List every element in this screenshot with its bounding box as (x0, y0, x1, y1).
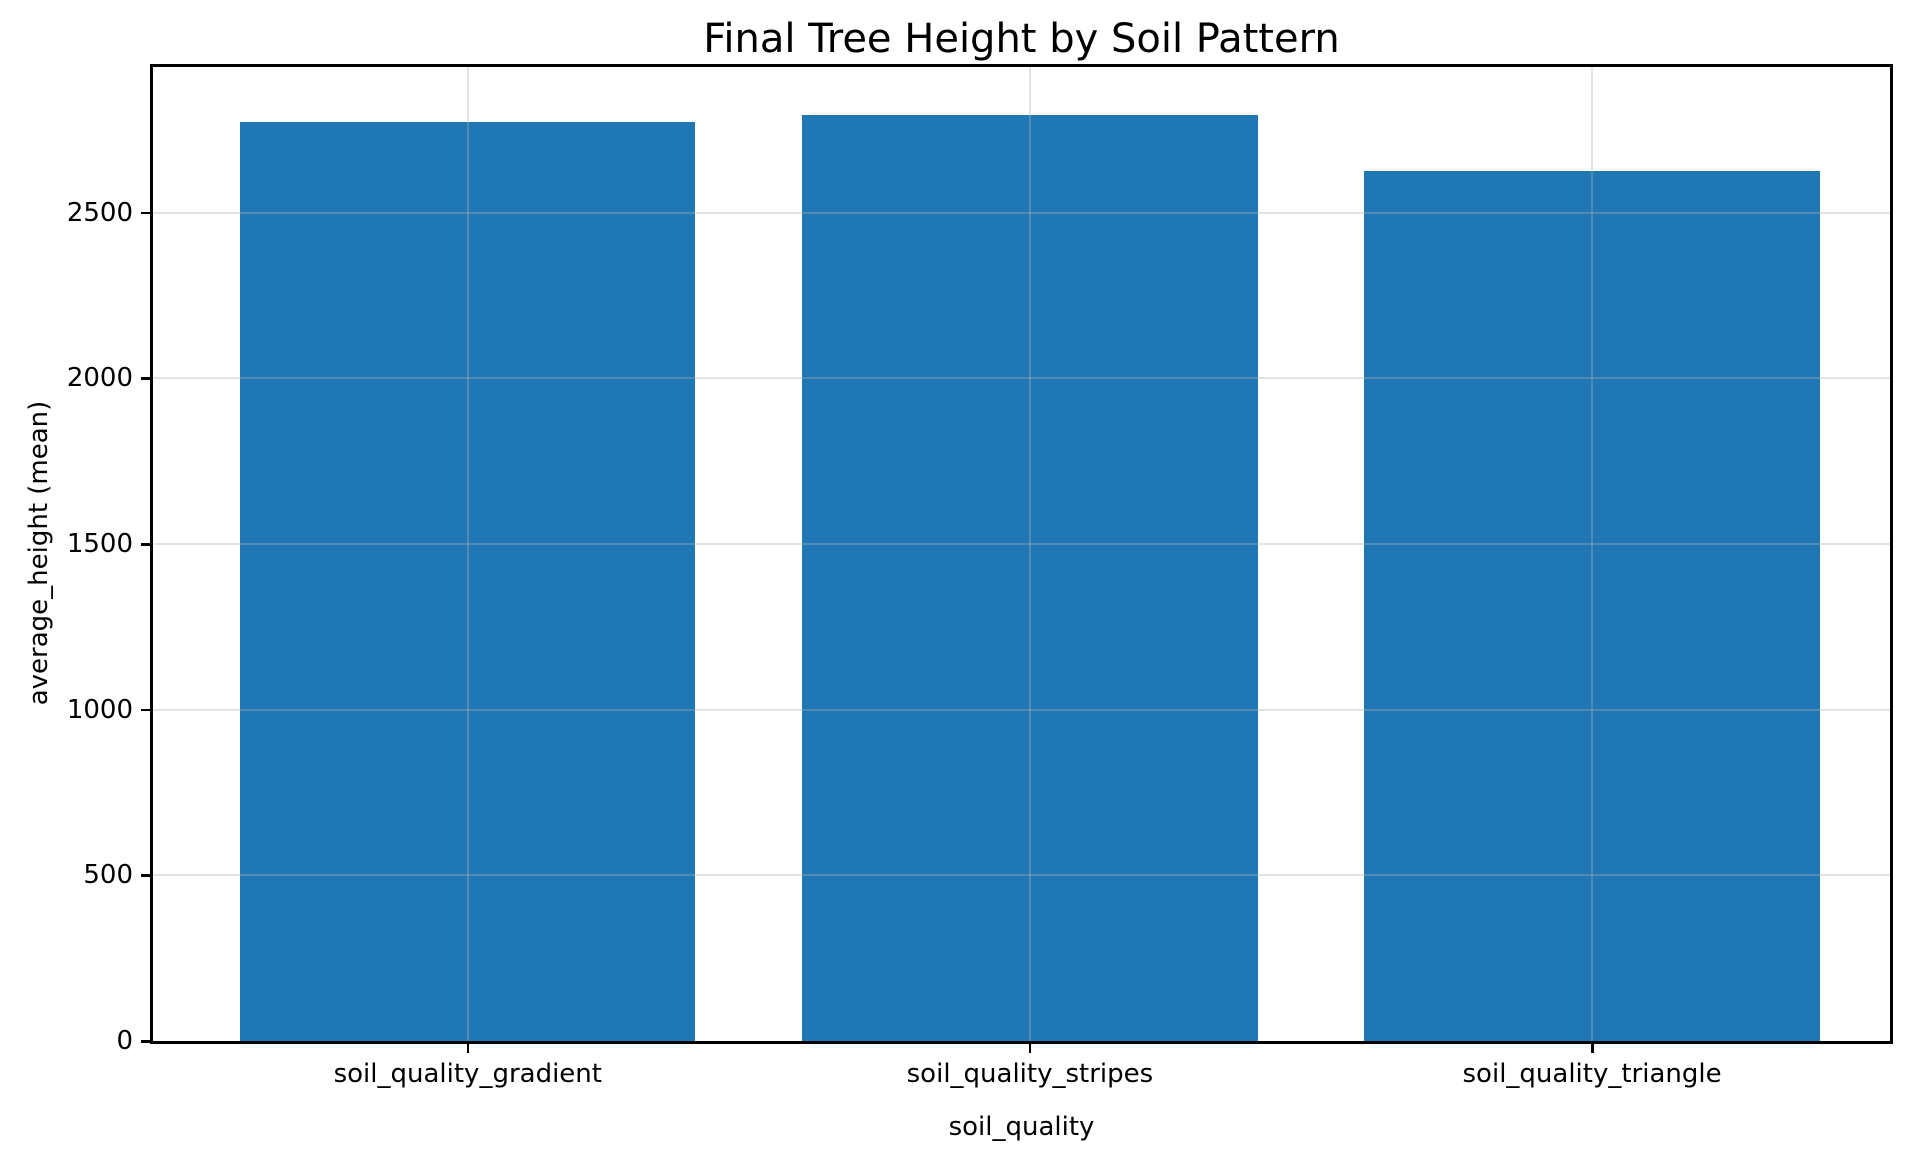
bar-soil_quality_stripes (802, 115, 1258, 1041)
gridline-h-2500 (153, 211, 1890, 214)
bar-soil_quality_triangle (1364, 171, 1820, 1041)
x-tick-mark (1591, 1044, 1594, 1053)
y-tick-mark (141, 1040, 150, 1043)
gridline-v-soil_quality_gradient (466, 67, 469, 1041)
y-tick-mark (141, 211, 150, 215)
y-tick-label: 1500 (66, 529, 133, 560)
x-tick-label: soil_quality_gradient (333, 1059, 602, 1089)
gridline-v-soil_quality_triangle (1591, 67, 1594, 1041)
y-tick-mark (141, 543, 150, 546)
y-tick-mark (141, 377, 150, 380)
x-tick-mark (1028, 1044, 1032, 1053)
y-tick-label: 2500 (66, 197, 133, 228)
gridline-v-soil_quality_stripes (1028, 67, 1031, 1041)
gridline-h-2000 (153, 377, 1890, 380)
plot-area (150, 64, 1893, 1044)
x-tick-label: soil_quality_triangle (1462, 1059, 1722, 1089)
y-tick-label: 500 (83, 860, 133, 891)
y-tick-label: 0 (116, 1026, 133, 1056)
bar-soil_quality_gradient (240, 121, 696, 1041)
y-tick-mark (141, 708, 150, 712)
chart-title: Final Tree Height by Soil Pattern (703, 16, 1340, 62)
y-tick-mark (141, 874, 150, 877)
gridline-h-1000 (153, 708, 1890, 711)
y-tick-label: 1000 (66, 694, 133, 725)
x-tick-mark (466, 1044, 470, 1053)
y-tick-label: 2000 (66, 363, 133, 394)
x-tick-label: soil_quality_stripes (906, 1059, 1154, 1089)
x-axis-label: soil_quality (948, 1112, 1095, 1142)
gridline-h-500 (153, 874, 1890, 877)
gridline-h-1500 (153, 543, 1890, 546)
